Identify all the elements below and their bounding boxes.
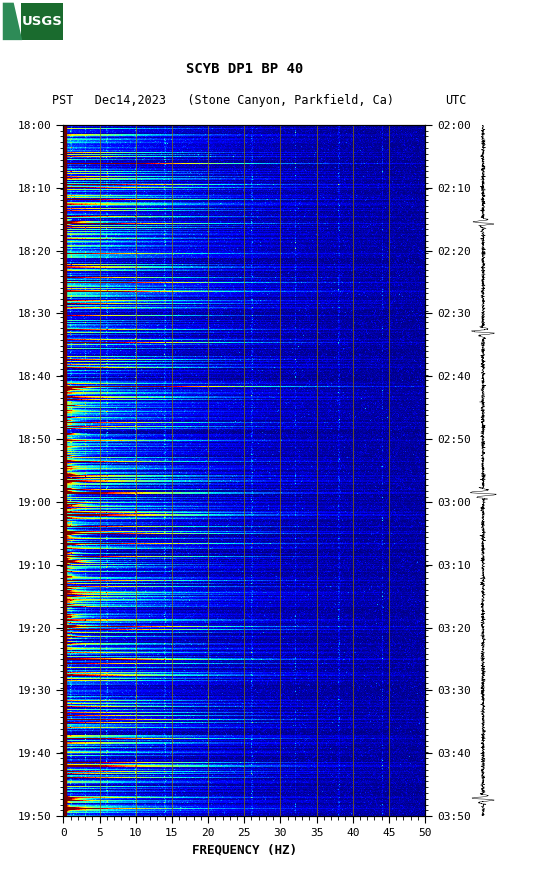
Bar [21, 3, 63, 40]
Polygon shape [3, 3, 22, 40]
Text: PST   Dec14,2023   (Stone Canyon, Parkfield, Ca): PST Dec14,2023 (Stone Canyon, Parkfield,… [52, 94, 395, 107]
X-axis label: FREQUENCY (HZ): FREQUENCY (HZ) [192, 844, 297, 856]
Text: UTC: UTC [445, 94, 466, 107]
Text: SCYB DP1 BP 40: SCYB DP1 BP 40 [185, 62, 303, 76]
Bar [3, 3, 21, 40]
Bar [63, 125, 66, 816]
Text: USGS: USGS [22, 15, 63, 28]
